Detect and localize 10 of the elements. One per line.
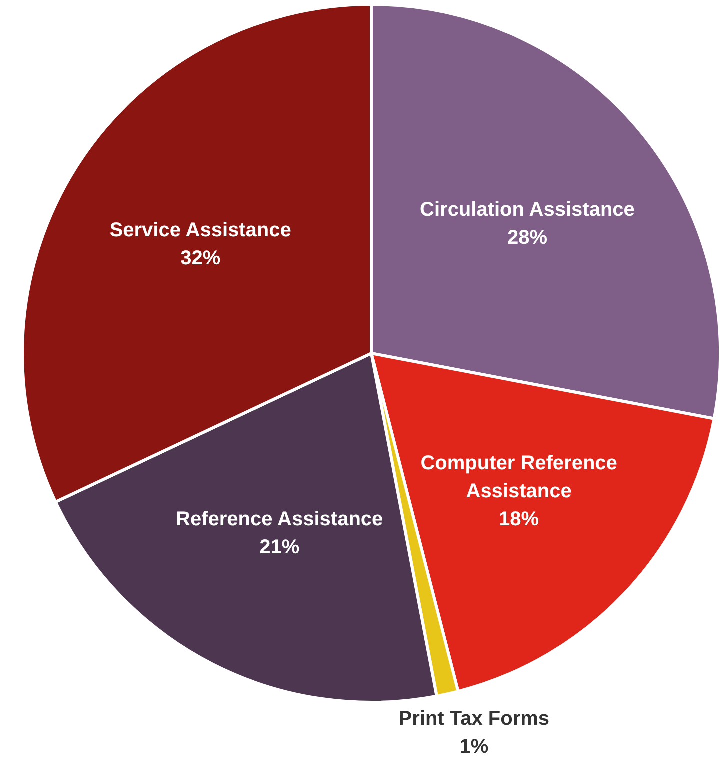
slice-label: Reference Assistance bbox=[176, 508, 384, 530]
slice-label: Service Assistance bbox=[110, 220, 292, 242]
data-label: 21% bbox=[260, 536, 300, 558]
data-label: 1% bbox=[460, 736, 489, 758]
slice-label: Computer Reference Assistance bbox=[420, 452, 618, 503]
slice-label: Circulation Assistance bbox=[420, 198, 635, 221]
data-label: 32% bbox=[180, 248, 221, 270]
slice-label: Print Tax Forms bbox=[398, 708, 550, 730]
data-label: 18% bbox=[499, 508, 540, 531]
data-label: 28% bbox=[507, 226, 548, 249]
